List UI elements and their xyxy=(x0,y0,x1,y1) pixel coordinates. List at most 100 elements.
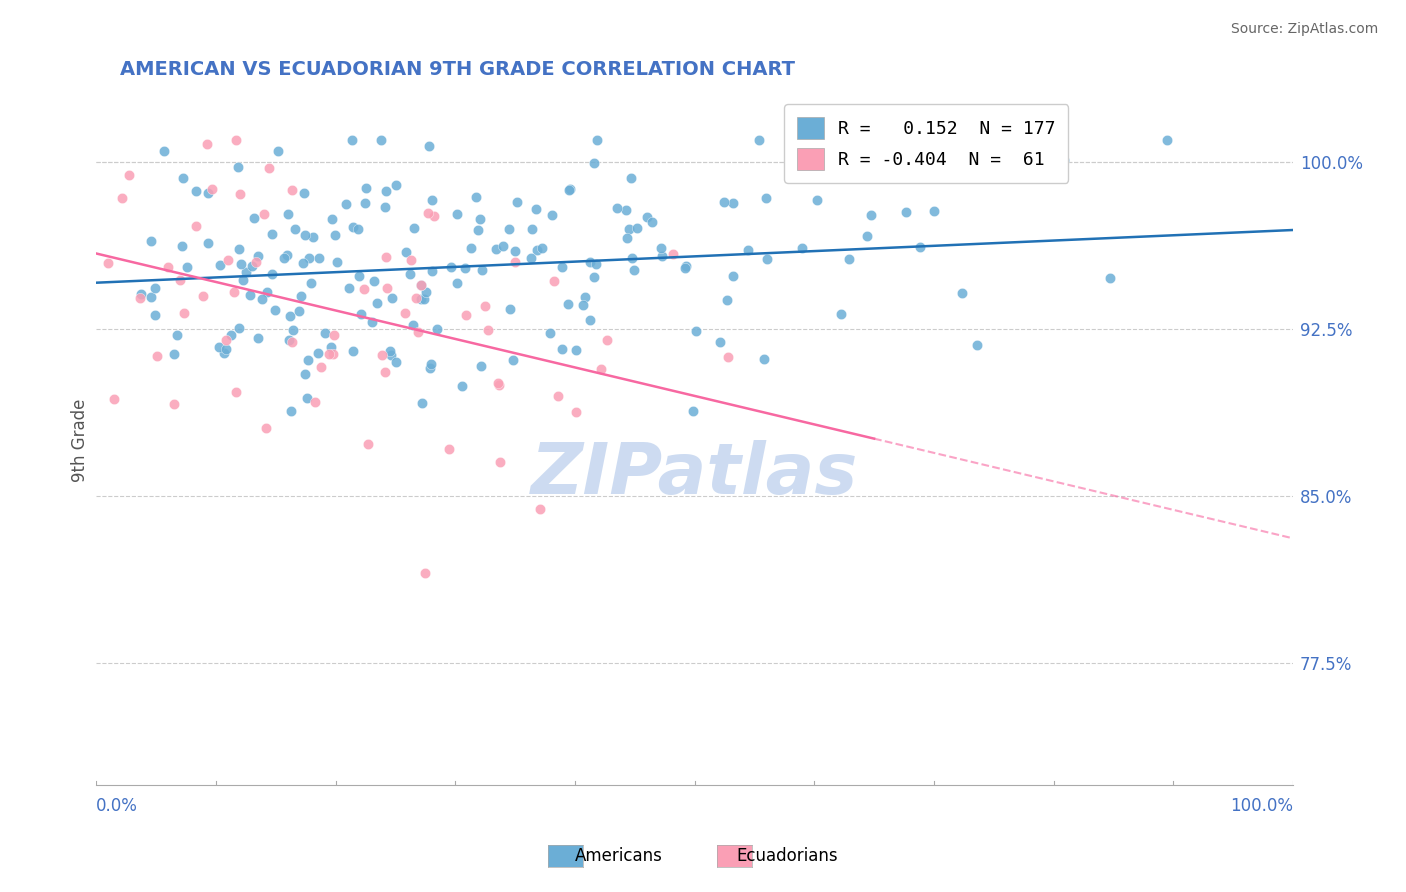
Point xyxy=(408,325,430,339)
Point xyxy=(950,286,973,301)
Point xyxy=(225,384,247,399)
Point xyxy=(474,299,496,313)
Point xyxy=(385,178,408,193)
Point xyxy=(520,251,543,265)
Point xyxy=(415,566,437,580)
Point xyxy=(488,377,510,392)
Point xyxy=(335,197,357,211)
Point xyxy=(486,376,509,390)
Point xyxy=(405,291,427,305)
Point xyxy=(184,184,207,198)
Point xyxy=(350,307,373,321)
Point xyxy=(228,321,250,335)
Point xyxy=(636,210,658,224)
Point xyxy=(299,276,322,290)
Point xyxy=(477,323,499,337)
Point xyxy=(163,397,186,411)
Point xyxy=(467,223,489,237)
Point xyxy=(363,274,385,288)
Point xyxy=(446,276,468,290)
Point xyxy=(245,255,267,269)
Point xyxy=(411,395,433,409)
Point xyxy=(716,293,738,307)
Point xyxy=(342,343,364,358)
Text: Ecuadorians: Ecuadorians xyxy=(737,847,838,865)
Point xyxy=(557,297,579,311)
Point xyxy=(209,258,232,272)
Point xyxy=(195,136,218,151)
Point xyxy=(420,193,443,207)
Point xyxy=(283,322,305,336)
Point xyxy=(402,318,425,332)
Point xyxy=(838,252,860,266)
Point xyxy=(530,241,553,255)
Point xyxy=(395,244,418,259)
Point xyxy=(304,395,326,409)
Point xyxy=(437,442,460,456)
Point xyxy=(243,211,266,226)
Point xyxy=(337,281,360,295)
Point xyxy=(215,343,238,357)
Text: AMERICAN VS ECUADORIAN 9TH GRADE CORRELATION CHART: AMERICAN VS ECUADORIAN 9TH GRADE CORRELA… xyxy=(120,60,796,78)
Point xyxy=(661,246,683,260)
Point xyxy=(621,251,644,265)
Point xyxy=(453,260,475,275)
Point xyxy=(353,281,375,295)
Point xyxy=(585,258,607,272)
Point xyxy=(297,353,319,368)
Point xyxy=(321,347,343,361)
Point xyxy=(756,252,779,266)
Point xyxy=(166,327,188,342)
Point xyxy=(307,346,329,360)
Point xyxy=(163,347,186,361)
Point xyxy=(314,326,336,341)
Point xyxy=(582,269,605,284)
Point xyxy=(673,261,696,276)
Point xyxy=(309,359,332,374)
Point xyxy=(280,404,302,418)
Point xyxy=(264,302,287,317)
Point xyxy=(896,205,918,219)
Point xyxy=(197,236,219,251)
Point xyxy=(172,170,194,185)
Point xyxy=(143,281,166,295)
Point xyxy=(426,322,449,336)
Point xyxy=(617,221,640,235)
Point xyxy=(685,324,707,338)
Point xyxy=(375,250,398,264)
Point xyxy=(191,289,214,303)
Point xyxy=(451,379,474,393)
Point xyxy=(411,277,433,292)
Point xyxy=(394,306,416,320)
Text: Source: ZipAtlas.com: Source: ZipAtlas.com xyxy=(1230,22,1378,37)
Point xyxy=(287,304,309,318)
Point xyxy=(582,156,605,170)
Point xyxy=(197,186,219,200)
Point xyxy=(420,263,443,277)
Point xyxy=(357,437,380,451)
Point xyxy=(226,160,249,174)
Text: Americans: Americans xyxy=(575,847,662,865)
Point xyxy=(381,291,404,305)
Point xyxy=(538,326,561,340)
Point xyxy=(228,242,250,256)
Point xyxy=(184,219,207,234)
Point xyxy=(754,191,776,205)
Point xyxy=(247,331,270,345)
Point xyxy=(145,349,167,363)
Point xyxy=(143,308,166,322)
Point xyxy=(347,222,370,236)
Point xyxy=(354,196,377,211)
Point xyxy=(558,182,581,196)
Point xyxy=(529,501,551,516)
Point xyxy=(384,355,406,369)
Point xyxy=(156,260,179,275)
Point xyxy=(229,187,252,202)
Point xyxy=(242,259,264,273)
Point xyxy=(97,256,120,270)
Point xyxy=(585,133,607,147)
Point xyxy=(471,263,494,277)
Point xyxy=(141,234,163,248)
Point xyxy=(129,291,152,305)
Point xyxy=(498,222,520,236)
